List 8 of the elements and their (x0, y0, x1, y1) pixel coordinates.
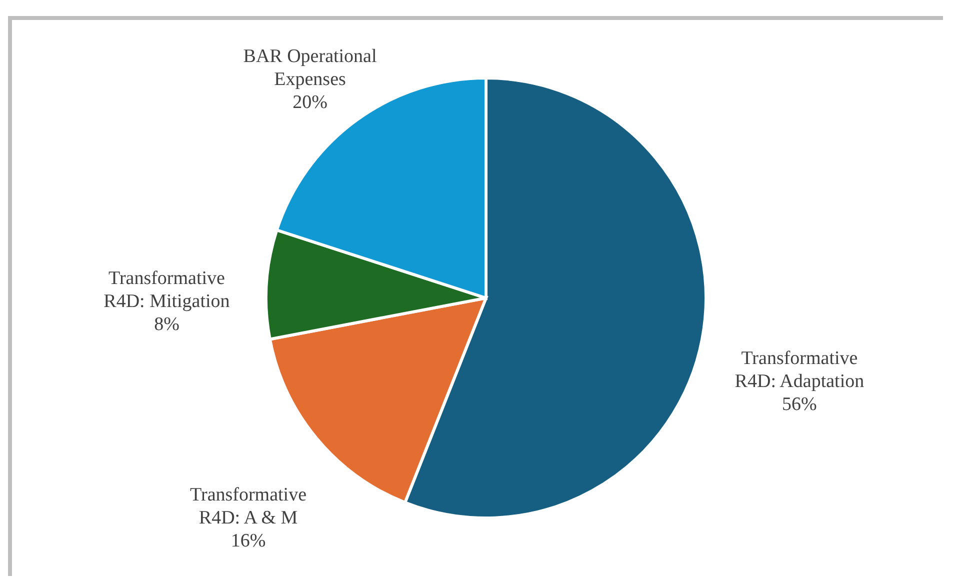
data-label: 16% (230, 530, 266, 552)
slice-label: Transformative R4D: Mitigation (104, 268, 230, 312)
data-label: 8% (154, 314, 180, 335)
data-label: 20% (292, 92, 328, 113)
data-label: 56% (782, 394, 818, 415)
slice-label: Transformative R4D: Adaptation (734, 348, 865, 392)
slice-label: BAR Operational Expenses (243, 46, 377, 90)
slice-label: Transformative R4D: A & M (190, 484, 307, 529)
